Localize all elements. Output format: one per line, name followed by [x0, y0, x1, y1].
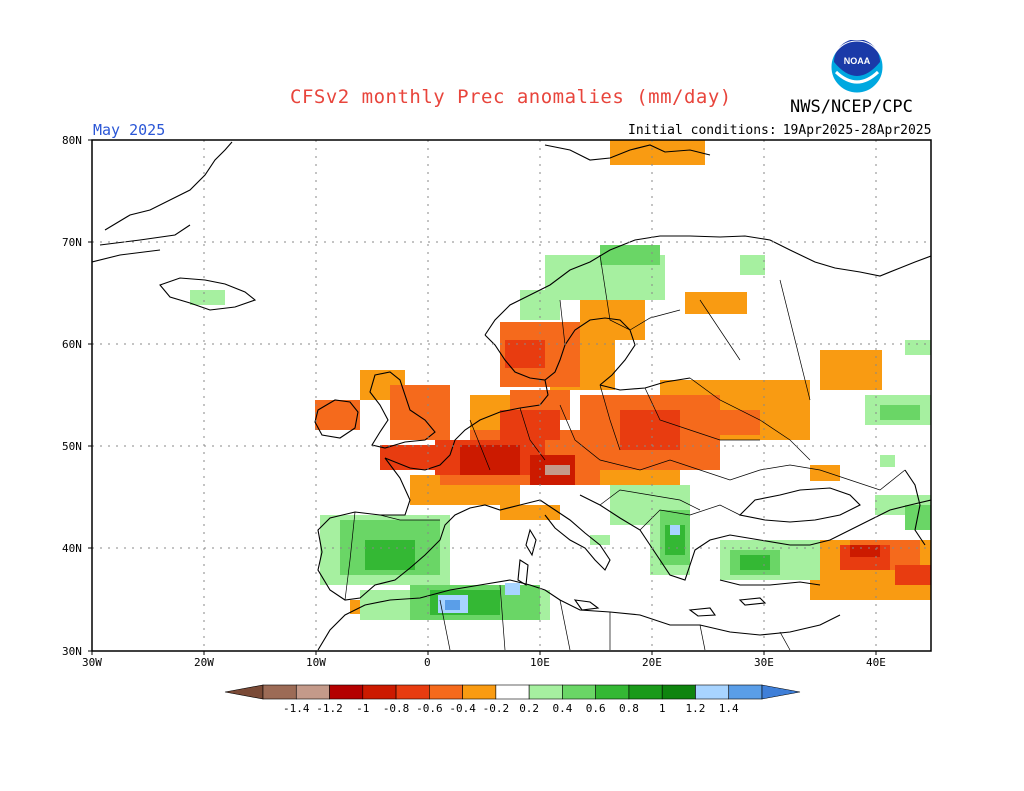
lat-label: 80N — [62, 134, 82, 147]
colorbar-swatch — [495, 684, 530, 700]
tick-marks — [88, 139, 877, 655]
gridlines — [92, 140, 931, 651]
lon-label: 10W — [306, 656, 326, 669]
coastlines — [92, 141, 931, 651]
colorbar-label: -1.4 — [283, 702, 310, 715]
colorbar-label: -1.2 — [316, 702, 343, 715]
lon-label: 20W — [194, 656, 214, 669]
colorbar-swatch — [429, 684, 463, 700]
colorbar-label: -0.4 — [449, 702, 476, 715]
lon-label: 30W — [82, 656, 102, 669]
colorbar-label: -1 — [356, 702, 370, 715]
colorbar-swatch — [728, 684, 763, 700]
colorbar-swatch — [628, 684, 663, 700]
colorbar-swatch — [395, 684, 430, 700]
colorbar-label: -0.8 — [382, 702, 410, 715]
colorbar-label: 0.2 — [519, 702, 540, 715]
colorbar-label: -0.2 — [482, 702, 510, 715]
colorbar-label: 1.4 — [718, 702, 739, 715]
colorbar-label: 0.6 — [585, 702, 606, 715]
colorbar-label: 0.8 — [618, 702, 639, 715]
anomaly-shading — [92, 140, 931, 651]
lat-label: 30N — [62, 645, 82, 658]
lon-label: 10E — [530, 656, 550, 669]
lon-label: 0 — [424, 656, 431, 669]
noaa-logo-text: NOAA — [844, 56, 871, 66]
colorbar-swatch — [295, 684, 330, 700]
colorbar-swatch — [528, 684, 563, 700]
colorbar-swatch — [595, 684, 630, 700]
chart-title: CFSv2 monthly Prec anomalies (mm/day) — [290, 86, 732, 108]
colorbar-swatch — [329, 684, 364, 700]
anomaly-blue — [445, 600, 460, 610]
map-frame — [91, 139, 932, 652]
initial-conditions-label: Initial conditions: — [628, 123, 777, 138]
initial-conditions: Initial conditions: 19Apr2025-28Apr2025 — [628, 123, 937, 138]
organization-label: NWS/NCEP/CPC — [790, 97, 913, 117]
colorbar-label: 1 — [658, 702, 666, 715]
lon-label: 40E — [866, 656, 886, 669]
lat-label: 40N — [62, 542, 82, 555]
colorbar-swatch — [695, 684, 730, 700]
lat-label: 70N — [62, 236, 82, 249]
colorbar-swatch — [362, 684, 397, 700]
lon-label: 30E — [754, 656, 774, 669]
colorbar-arrow-high — [761, 684, 801, 700]
lat-label: 60N — [62, 338, 82, 351]
colorbar-swatch — [661, 684, 696, 700]
colorbar-swatch — [262, 684, 297, 700]
initial-conditions-range: 19Apr2025-28Apr2025 — [782, 123, 932, 138]
colorbar-label: -0.6 — [416, 702, 443, 715]
colorbar-label: 0.4 — [552, 702, 573, 715]
lon-label: 20E — [642, 656, 662, 669]
anomaly-brown — [545, 465, 570, 475]
colorbar-swatch — [562, 684, 596, 700]
noaa-logo: NOAA — [830, 40, 884, 94]
colorbar-arrow-low — [224, 684, 264, 700]
lat-label: 50N — [62, 440, 82, 453]
colorbar-label: 1.2 — [685, 702, 706, 715]
colorbar — [224, 684, 801, 700]
colorbar-swatch — [462, 684, 497, 700]
borders — [344, 254, 906, 651]
forecast-period: May 2025 — [93, 121, 166, 139]
